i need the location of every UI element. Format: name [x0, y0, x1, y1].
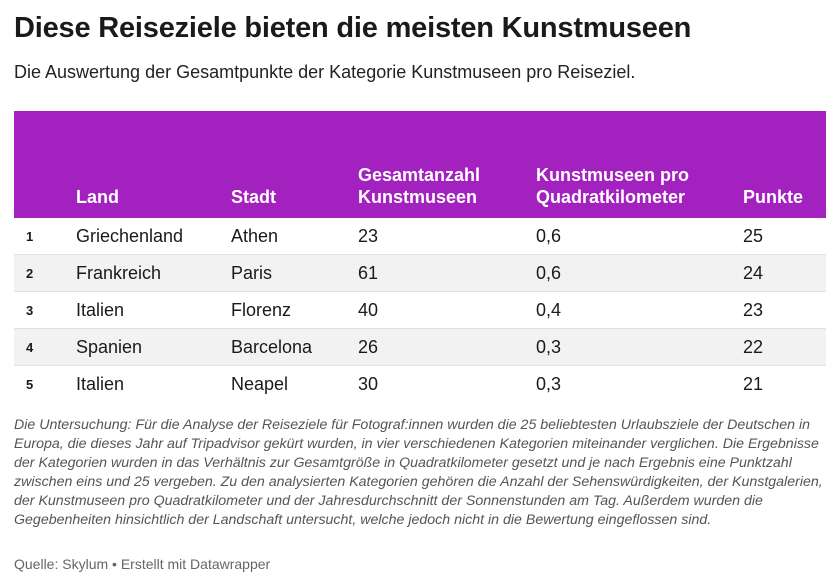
- header-punkte: Punkte: [743, 111, 826, 218]
- gesamtanzahl-cell: 61: [358, 254, 536, 292]
- rank-cell: 2: [14, 254, 76, 292]
- gesamtanzahl-cell: 23: [358, 218, 536, 255]
- pro-km2-cell: 0,3: [536, 373, 562, 394]
- gesamtanzahl-cell: 30: [358, 373, 379, 394]
- land-cell: Frankreich: [76, 254, 231, 292]
- rank-cell: 4: [14, 328, 76, 366]
- land-cell: Italien: [76, 373, 125, 394]
- source-footer: Quelle: Skylum • Erstellt mit Datawrappe…: [14, 556, 271, 572]
- stadt-cell: Neapel: [231, 373, 289, 394]
- rank-cell: 3: [14, 291, 76, 329]
- header-stadt: Stadt: [231, 111, 358, 218]
- rank-cell: 1: [14, 218, 76, 255]
- data-table: Land Stadt Gesamtanzahl Kunstmuseen Kuns…: [14, 111, 826, 402]
- table-row: 5 Italien Neapel 30 0,3 21: [14, 366, 826, 403]
- stadt-cell: Florenz: [231, 291, 358, 329]
- punkte-cell: 22: [743, 328, 826, 366]
- pro-km2-cell: 0,3: [536, 328, 743, 366]
- land-cell: Spanien: [76, 328, 231, 366]
- stadt-cell: Barcelona: [231, 328, 358, 366]
- land-cell: Italien: [76, 291, 231, 329]
- table-row: 3 Italien Florenz 40 0,4 23: [14, 291, 826, 329]
- punkte-cell: 23: [743, 291, 826, 329]
- gesamtanzahl-cell: 26: [358, 328, 536, 366]
- gesamtanzahl-cell: 40: [358, 291, 536, 329]
- header-row: Land Stadt Gesamtanzahl Kunstmuseen Kuns…: [14, 111, 826, 218]
- punkte-cell: 24: [743, 254, 826, 292]
- header-pro-km2: Kunstmuseen pro Quadratkilometer: [536, 111, 743, 218]
- table-row: 1 Griechenland Athen 23 0,6 25: [14, 218, 826, 255]
- stadt-cell: Paris: [231, 254, 358, 292]
- pro-km2-cell: 0,6: [536, 254, 743, 292]
- punkte-cell: 25: [743, 218, 826, 255]
- pro-km2-cell: 0,4: [536, 291, 743, 329]
- pro-km2-cell: 0,6: [536, 218, 743, 255]
- chart-subtitle: Die Auswertung der Gesamtpunkte der Kate…: [14, 62, 636, 82]
- chart-title: Diese Reiseziele bieten die meisten Kuns…: [14, 12, 692, 44]
- header-rank: [14, 111, 76, 218]
- header-gesamtanzahl: Gesamtanzahl Kunstmuseen: [358, 111, 536, 218]
- table-row: 4 Spanien Barcelona 26 0,3 22: [14, 328, 826, 366]
- stadt-cell: Athen: [231, 218, 358, 255]
- header-land: Land: [76, 111, 231, 218]
- table-row: 2 Frankreich Paris 61 0,6 24: [14, 254, 826, 292]
- methodology-note: Die Untersuchung: Für die Analyse der Re…: [14, 417, 823, 528]
- punkte-cell: 21: [743, 373, 764, 394]
- rank-cell: 5: [26, 376, 34, 392]
- land-cell: Griechenland: [76, 218, 231, 255]
